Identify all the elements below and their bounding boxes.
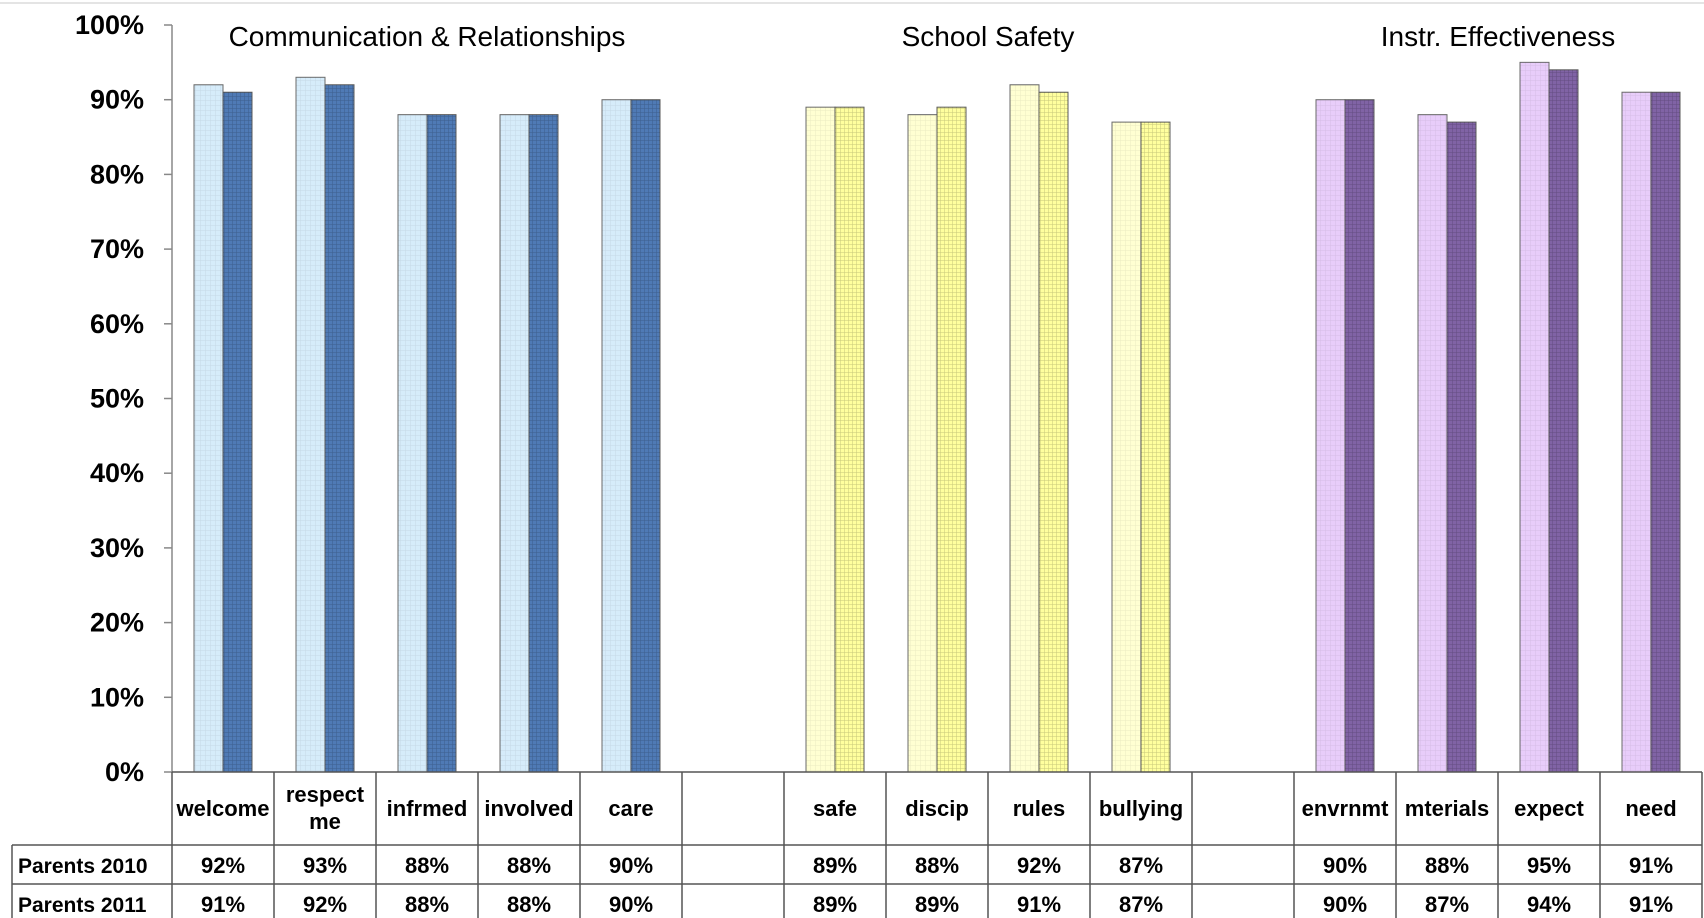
group-title: Instr. Effectiveness xyxy=(1381,21,1616,52)
data-label: 87% xyxy=(1425,892,1469,917)
bar-pattern-2010 xyxy=(602,99,631,772)
y-tick-label: 90% xyxy=(90,85,144,115)
category-label: involved xyxy=(484,796,573,821)
y-tick-label: 70% xyxy=(90,234,144,264)
bar-pattern-2010 xyxy=(1112,122,1141,773)
category-label: rules xyxy=(1013,796,1066,821)
data-label: 95% xyxy=(1527,853,1571,878)
data-label: 92% xyxy=(1017,853,1061,878)
data-label: 88% xyxy=(405,853,449,878)
category-label: infrmed xyxy=(387,796,468,821)
bar-pattern-2011 xyxy=(1447,122,1476,773)
category-label: welcome xyxy=(176,796,270,821)
data-label: 88% xyxy=(405,892,449,917)
bar-pattern-2010 xyxy=(500,114,529,772)
data-label: 87% xyxy=(1119,853,1163,878)
bar-pattern-2010 xyxy=(1418,114,1447,772)
data-label: 88% xyxy=(1425,853,1469,878)
data-label: 90% xyxy=(609,853,653,878)
y-tick-label: 40% xyxy=(90,458,144,488)
data-label: 90% xyxy=(1323,892,1367,917)
bar-pattern-2011 xyxy=(1549,69,1578,772)
group-title: School Safety xyxy=(902,21,1075,52)
bar-pattern-2011 xyxy=(631,99,660,772)
data-label: 92% xyxy=(201,853,245,878)
bar-pattern-2010 xyxy=(1622,92,1651,773)
bar-pattern-2011 xyxy=(1651,92,1680,773)
bar-pattern-2010 xyxy=(908,114,937,772)
bar-pattern-2011 xyxy=(529,114,558,772)
category-label: mterials xyxy=(1405,796,1489,821)
data-label: 88% xyxy=(507,853,551,878)
y-tick-label: 60% xyxy=(90,309,144,339)
bar-pattern-2011 xyxy=(937,107,966,773)
data-label: 89% xyxy=(813,853,857,878)
bar-pattern-2010 xyxy=(194,84,223,772)
y-tick-label: 10% xyxy=(90,682,144,712)
category-label: envrnmt xyxy=(1302,796,1389,821)
y-tick-label: 100% xyxy=(75,10,144,40)
bar-pattern-2011 xyxy=(427,114,456,772)
data-label: 88% xyxy=(507,892,551,917)
bar-pattern-2010 xyxy=(1520,62,1549,773)
category-label: safe xyxy=(813,796,857,821)
data-label: 89% xyxy=(915,892,959,917)
group-title: Communication & Relationships xyxy=(229,21,626,52)
category-label: me xyxy=(309,809,341,834)
data-label: 88% xyxy=(915,853,959,878)
bar-pattern-2010 xyxy=(806,107,835,773)
data-label: 91% xyxy=(1017,892,1061,917)
bar-pattern-2011 xyxy=(223,92,252,773)
bar-pattern-2010 xyxy=(1010,84,1039,772)
y-tick-label: 30% xyxy=(90,533,144,563)
bar-pattern-2011 xyxy=(1345,99,1374,772)
y-tick-label: 80% xyxy=(90,159,144,189)
category-label: respect xyxy=(286,782,365,807)
bar-pattern-2011 xyxy=(1141,122,1170,773)
series-row-label: Parents 2010 xyxy=(18,855,148,878)
data-label: 92% xyxy=(303,892,347,917)
data-label: 91% xyxy=(201,892,245,917)
bar-pattern-2010 xyxy=(296,77,325,773)
category-label: bullying xyxy=(1099,796,1183,821)
data-label: 87% xyxy=(1119,892,1163,917)
data-label: 90% xyxy=(1323,853,1367,878)
bar-pattern-2010 xyxy=(1316,99,1345,772)
category-label: need xyxy=(1625,796,1676,821)
bar-pattern-2011 xyxy=(835,107,864,773)
data-label: 94% xyxy=(1527,892,1571,917)
y-tick-label: 20% xyxy=(90,608,144,638)
y-tick-label: 0% xyxy=(105,757,144,787)
category-label: discip xyxy=(905,796,969,821)
data-label: 90% xyxy=(609,892,653,917)
bar-pattern-2010 xyxy=(398,114,427,772)
category-label: care xyxy=(608,796,653,821)
bar-pattern-2011 xyxy=(1039,92,1068,773)
y-tick-label: 50% xyxy=(90,384,144,414)
data-label: 91% xyxy=(1629,892,1673,917)
series-row-label: Parents 2011 xyxy=(18,894,147,917)
category-label: expect xyxy=(1514,796,1584,821)
data-label: 91% xyxy=(1629,853,1673,878)
bar-pattern-2011 xyxy=(325,84,354,772)
data-label: 89% xyxy=(813,892,857,917)
data-label: 93% xyxy=(303,853,347,878)
